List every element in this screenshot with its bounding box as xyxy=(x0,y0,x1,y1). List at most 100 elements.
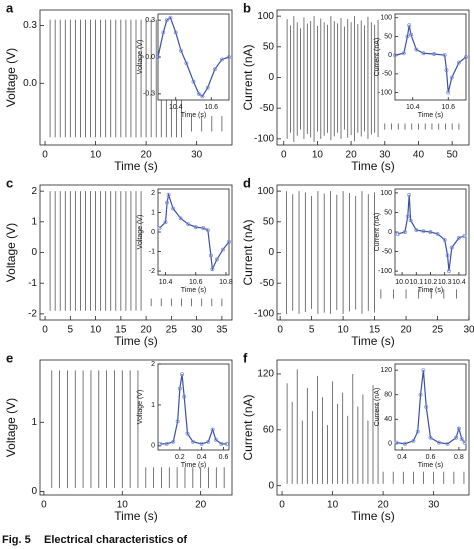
x-tick-label: 15 xyxy=(369,325,381,336)
y-axis-label: Current (nA) xyxy=(374,213,381,252)
x-tick-label: 10.0 xyxy=(395,279,409,286)
inset-line xyxy=(397,194,465,272)
inset-line xyxy=(159,192,230,272)
y-tick-label: -0.3 xyxy=(143,91,155,98)
inset-point xyxy=(449,75,454,80)
inset-point xyxy=(435,232,440,236)
inset-point xyxy=(428,435,433,440)
inset-point xyxy=(444,68,449,73)
y-tick-label: 1 xyxy=(151,402,155,409)
x-tick-label: 20 xyxy=(195,500,207,511)
x-tick-label: 0.8 xyxy=(454,454,464,461)
x-axis-label: Time (s) xyxy=(114,159,158,173)
trace xyxy=(49,19,223,138)
inset-point xyxy=(394,440,399,445)
y-tick-label: -50 xyxy=(382,248,392,255)
inset-point xyxy=(191,439,195,444)
inset-point xyxy=(395,232,400,236)
trace xyxy=(51,370,225,489)
inset-point xyxy=(156,55,160,59)
inset-point xyxy=(421,368,426,373)
inset-point xyxy=(442,53,447,58)
y-tick-label: 0.3 xyxy=(145,17,155,24)
inset-point xyxy=(456,235,461,240)
inset-point xyxy=(219,57,224,62)
inset-point xyxy=(165,200,170,205)
y-axis-label: Voltage (V) xyxy=(4,223,18,282)
x-tick-label: 10.4 xyxy=(169,104,183,111)
y-axis-label: Voltage (V) xyxy=(4,398,18,457)
trace xyxy=(286,369,465,484)
inset-point xyxy=(462,233,467,238)
inset-point xyxy=(171,206,176,211)
x-tick-label: 0 xyxy=(42,325,48,336)
inset: 10.0 10.1 10.2 10.3 10.4 -100 -50 0 50 100 Time (s… xyxy=(374,188,467,294)
x-axis-label: Time (s) xyxy=(114,334,158,348)
y-axis-label: Voltage (V) xyxy=(137,215,144,250)
x-tick-label: 10.3 xyxy=(438,279,452,286)
x-tick-label: 20 xyxy=(141,150,153,161)
inset-point xyxy=(177,386,182,391)
inset-point xyxy=(179,48,184,53)
y-tick-label: 60 xyxy=(263,424,275,435)
inset-point xyxy=(158,441,163,446)
y-axis-label: Voltage (V) xyxy=(137,390,144,425)
y-axis-label: Current (nA) xyxy=(374,388,381,427)
inset-frame xyxy=(157,13,230,101)
x-axis-label: Time (s) xyxy=(181,462,206,469)
y-tick-label: 2 xyxy=(151,361,155,368)
y-tick-label: 0.3 xyxy=(23,20,37,31)
inset-point xyxy=(227,55,231,59)
inset-point xyxy=(424,405,429,409)
panel: e 0 10 20 0 1 Time (s) Voltage (V) 0.2 0.4 0.6 0 1 2 T… xyxy=(4,350,233,523)
inset-point xyxy=(186,222,191,227)
x-axis-label: Time (s) xyxy=(181,287,206,294)
inset-point xyxy=(464,55,468,59)
inset-point xyxy=(185,431,190,436)
trace xyxy=(286,16,460,142)
y-tick-label: -1 xyxy=(149,248,155,255)
y-tick-label: -1 xyxy=(28,278,37,289)
inset-point xyxy=(445,253,450,258)
inset-line xyxy=(157,16,230,98)
inset-point xyxy=(408,218,413,223)
inset-point xyxy=(205,228,210,232)
inset: 10.4 10.6 10.8 -2 -1 0 1 2 Time (s) Voltage (V) xyxy=(137,188,233,294)
x-tick-label: 20 xyxy=(378,500,390,511)
inset-point xyxy=(407,23,412,28)
y-tick-label: 100 xyxy=(380,190,392,197)
inset-point xyxy=(393,53,397,58)
y-tick-label: 2 xyxy=(151,190,155,197)
y-tick-label: -2 xyxy=(28,309,37,320)
inset-point xyxy=(402,230,407,234)
inset-point xyxy=(166,192,171,197)
y-tick-label: -50 xyxy=(260,103,275,114)
inset-point xyxy=(163,220,168,225)
inset-point xyxy=(182,394,187,399)
inset-point xyxy=(175,419,180,424)
y-tick-label: 0 xyxy=(31,486,37,497)
inset-point xyxy=(442,237,447,242)
y-tick-label: -50 xyxy=(382,71,392,78)
y-tick-label: -100 xyxy=(378,89,392,96)
x-tick-label: 10.6 xyxy=(189,279,203,286)
x-tick-label: 10.8 xyxy=(219,279,233,286)
inset-point xyxy=(421,51,426,56)
x-axis-label: Time (s) xyxy=(351,509,395,523)
caption-text: Electrical characteristics of xyxy=(44,534,187,546)
x-tick-label: 10.4 xyxy=(452,279,466,286)
y-tick-label: 100 xyxy=(257,11,274,22)
x-tick-label: 0.6 xyxy=(219,454,229,461)
inset-point xyxy=(168,15,173,20)
y-tick-label: 120 xyxy=(257,369,274,380)
x-tick-label: 40 xyxy=(413,150,425,161)
y-tick-label: 0 xyxy=(268,72,274,83)
y-tick-label: -50 xyxy=(260,278,275,289)
x-tick-label: 25 xyxy=(166,325,178,336)
inset-point xyxy=(164,18,169,23)
inset-frame xyxy=(157,363,230,451)
x-tick-label: 30 xyxy=(463,325,474,336)
panel: d 0 5 10 15 20 25 30 -100 -50 0 50 100 Time (s) Curren… xyxy=(241,175,474,348)
inset-point xyxy=(212,67,217,72)
